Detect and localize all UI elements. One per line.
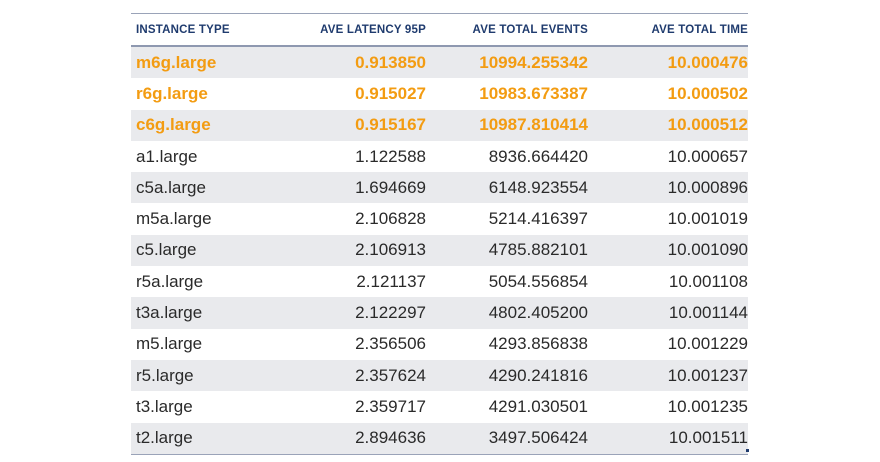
time-cell: 10.001235 xyxy=(667,396,748,416)
events-cell: 4785.882101 xyxy=(488,240,588,260)
latency-cell: 2.121137 xyxy=(356,271,426,291)
table-row: c6g.large 0.915167 10987.810414 10.000512 xyxy=(131,109,748,141)
header-events: AVE TOTAL EVENTS xyxy=(472,23,588,36)
time-cell: 10.001090 xyxy=(667,240,748,260)
latency-cell: 2.894636 xyxy=(355,428,426,448)
table-top-rule xyxy=(131,13,748,14)
time-cell: 10.001019 xyxy=(667,209,748,229)
table-row: t3a.large 2.122297 4802.405200 10.001144 xyxy=(131,297,748,329)
events-cell: 5054.556854 xyxy=(488,271,588,291)
instance-type-cell: a1.large xyxy=(136,146,198,166)
latency-cell: 0.915167 xyxy=(355,115,426,135)
table-row: t3.large 2.359717 4291.030501 10.001235 xyxy=(131,391,748,422)
table-row: m5a.large 2.106828 5214.416397 10.001019 xyxy=(131,203,748,234)
table-row: a1.large 1.122588 8936.664420 10.000657 xyxy=(131,141,748,172)
time-cell: 10.000476 xyxy=(667,52,748,72)
events-cell: 4802.405200 xyxy=(488,303,588,323)
instance-type-cell: m5a.large xyxy=(136,209,212,229)
instance-type-cell: t3.large xyxy=(136,396,193,416)
events-cell: 8936.664420 xyxy=(488,146,588,166)
events-cell: 6148.923554 xyxy=(488,177,588,197)
events-cell: 4291.030501 xyxy=(488,396,588,416)
table-row: m6g.large 0.913850 10994.255342 10.000476 xyxy=(131,47,748,79)
table-header-row: INSTANCE TYPE AVE LATENCY 95P AVE TOTAL … xyxy=(131,14,748,47)
instance-type-cell: r5.large xyxy=(136,365,194,385)
instance-type-cell: m6g.large xyxy=(136,52,217,72)
table-bottom-rule xyxy=(131,453,748,455)
table-row: r6g.large 0.915027 10983.673387 10.000502 xyxy=(131,78,748,109)
time-cell: 10.001144 xyxy=(668,303,748,323)
table-row: c5a.large 1.694669 6148.923554 10.000896 xyxy=(131,172,748,204)
time-cell: 10.001229 xyxy=(667,334,748,354)
header-instance-type: INSTANCE TYPE xyxy=(136,23,230,36)
header-time: AVE TOTAL TIME xyxy=(651,23,748,36)
latency-cell: 2.122297 xyxy=(355,303,426,323)
time-cell: 10.001108 xyxy=(668,271,748,291)
header-latency: AVE LATENCY 95P xyxy=(320,23,426,36)
latency-cell: 1.122588 xyxy=(355,146,426,166)
instance-type-cell: t2.large xyxy=(136,428,193,448)
events-cell: 4293.856838 xyxy=(488,334,588,354)
benchmark-table: INSTANCE TYPE AVE LATENCY 95P AVE TOTAL … xyxy=(131,13,749,455)
events-cell: 10987.810414 xyxy=(479,115,588,135)
time-cell: 10.000512 xyxy=(667,115,748,135)
table-row: r5.large 2.357624 4290.241816 10.001237 xyxy=(131,359,748,392)
table-row: r5a.large 2.121137 5054.556854 10.001108 xyxy=(131,266,748,297)
time-cell: 10.000502 xyxy=(667,83,748,103)
latency-cell: 0.913850 xyxy=(355,52,426,72)
time-cell: 10.000657 xyxy=(667,146,748,166)
instance-type-cell: r5a.large xyxy=(136,271,204,291)
table-row: t2.large 2.894636 3497.506424 10.001511 xyxy=(131,422,748,454)
time-cell: 10.000896 xyxy=(667,177,748,197)
time-cell: 10.001237 xyxy=(667,365,748,385)
latency-cell: 2.106828 xyxy=(355,209,426,229)
table-body: m6g.large 0.913850 10994.255342 10.000476 r6… xyxy=(131,47,748,454)
latency-cell: 2.356506 xyxy=(355,334,426,354)
latency-cell: 2.357624 xyxy=(355,365,426,385)
latency-cell: 2.359717 xyxy=(355,396,426,416)
events-cell: 10983.673387 xyxy=(479,83,588,103)
events-cell: 10994.255342 xyxy=(479,52,588,72)
latency-cell: 0.915027 xyxy=(355,83,426,103)
table-row: c5.large 2.106913 4785.882101 10.001090 xyxy=(131,234,748,267)
instance-type-cell: c6g.large xyxy=(136,115,211,135)
instance-type-cell: m5.large xyxy=(136,334,203,354)
latency-cell: 2.106913 xyxy=(355,240,426,260)
instance-type-cell: c5.large xyxy=(136,240,197,260)
instance-type-cell: t3a.large xyxy=(136,303,203,323)
table-corner-mark xyxy=(746,448,749,452)
time-cell: 10.001511 xyxy=(668,428,748,448)
latency-cell: 1.694669 xyxy=(355,177,426,197)
instance-type-cell: c5a.large xyxy=(136,177,206,197)
events-cell: 3497.506424 xyxy=(488,428,588,448)
events-cell: 4290.241816 xyxy=(488,365,588,385)
events-cell: 5214.416397 xyxy=(488,209,588,229)
instance-type-cell: r6g.large xyxy=(136,83,208,103)
table-row: m5.large 2.356506 4293.856838 10.001229 xyxy=(131,329,748,360)
